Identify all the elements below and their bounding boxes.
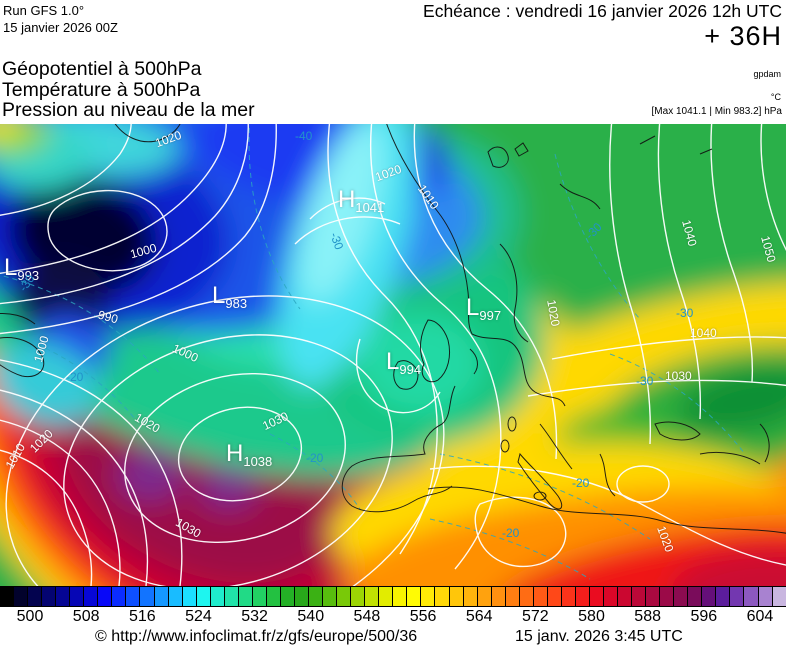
colorbar-cell bbox=[758, 587, 773, 606]
temperature-contours bbox=[0, 124, 746, 580]
colorbar-cell bbox=[0, 587, 15, 606]
colorbar-tick: 596 bbox=[690, 608, 718, 625]
colorbar-tick: 532 bbox=[241, 608, 268, 625]
colorbar-cell bbox=[196, 587, 211, 606]
colorbar-cell bbox=[252, 587, 267, 606]
map-canvas bbox=[0, 124, 786, 586]
colorbar-cell bbox=[449, 587, 464, 606]
colorbar-cell bbox=[98, 587, 113, 606]
colorbar-tick: 588 bbox=[634, 608, 661, 625]
colorbar-cell bbox=[716, 587, 731, 606]
map-area: L993 L983 H1041 L997 L994 H1038 1020 1000 990 102… bbox=[0, 124, 786, 586]
colorbar-cell bbox=[660, 587, 675, 606]
colorbar-cell bbox=[154, 587, 169, 606]
colorbar-tick: 564 bbox=[465, 608, 493, 625]
run-info: Run GFS 1.0° 15 janvier 2026 00Z bbox=[3, 2, 118, 36]
colorbar-cell bbox=[477, 587, 492, 606]
colorbar-tick: 508 bbox=[72, 608, 100, 625]
colorbar-cell bbox=[772, 587, 786, 606]
colorbar-cell bbox=[407, 587, 422, 606]
colorbar-cell bbox=[351, 587, 366, 606]
colorbar-cell bbox=[547, 587, 562, 606]
unit-celsius: °C bbox=[770, 92, 781, 102]
param-geopotential: Géopotentiel à 500hPa bbox=[2, 58, 202, 80]
parameter-list: Géopotentiel à 500hPa Température à 500h… bbox=[2, 59, 255, 121]
colorbar-cell bbox=[589, 587, 605, 606]
colorbar-cell bbox=[182, 587, 197, 606]
param-pressure: Pression au niveau de la mer bbox=[2, 99, 255, 121]
colorbar-cell bbox=[238, 587, 253, 606]
pressure-minmax: [Max 1041.1 | Min 983.2] hPa bbox=[651, 106, 782, 117]
run-date: 15 janvier 2026 00Z bbox=[3, 20, 118, 35]
colorbar-tick: 556 bbox=[409, 608, 437, 625]
colorbar-cell bbox=[688, 587, 703, 606]
colorbar-cell bbox=[168, 587, 183, 606]
colorbar-cell bbox=[505, 587, 520, 606]
colorbar-cell bbox=[140, 587, 155, 606]
colorbar-cell bbox=[323, 587, 338, 606]
colorbar-tick: 524 bbox=[185, 608, 212, 625]
footer: © http://www.infoclimat.fr/z/gfs/europe/… bbox=[0, 626, 786, 648]
valid-time: Echéance : vendredi 16 janvier 2026 12h … bbox=[423, 1, 782, 21]
colorbar-cell bbox=[294, 587, 310, 606]
colorbar-cell bbox=[491, 587, 506, 606]
colorbar-cell bbox=[646, 587, 661, 606]
colorbar-cell bbox=[42, 587, 57, 606]
colorbar-cell bbox=[730, 587, 745, 606]
colorbar-tick: 516 bbox=[128, 608, 156, 625]
colorbar bbox=[0, 586, 786, 607]
unit-gpdam: gpdam bbox=[753, 69, 781, 79]
temperature-field bbox=[0, 124, 786, 586]
colorbar-ticks: 500 508 516 524 532 540 548 556 564 572 580 588 596 6… bbox=[0, 607, 786, 626]
colorbar-cell bbox=[519, 587, 534, 606]
colorbar-tick: 572 bbox=[521, 608, 549, 625]
colorbar-cell bbox=[224, 587, 239, 606]
colorbar-cell bbox=[309, 587, 324, 606]
colorbar-cell bbox=[632, 587, 647, 606]
lead-time: + 36H bbox=[704, 21, 782, 51]
colorbar-tick: 548 bbox=[353, 608, 381, 625]
colorbar-cell bbox=[604, 587, 619, 606]
colorbar-cell bbox=[533, 587, 548, 606]
colorbar-cell bbox=[618, 587, 633, 606]
header: Run GFS 1.0° 15 janvier 2026 00Z Echéance… bbox=[0, 0, 786, 124]
colorbar-tick: 540 bbox=[297, 608, 325, 625]
colorbar-cell bbox=[266, 587, 281, 606]
colorbar-cell bbox=[14, 587, 29, 606]
coastlines bbox=[0, 124, 786, 534]
colorbar-cell bbox=[337, 587, 352, 606]
colorbar-cell bbox=[365, 587, 380, 606]
param-temperature: Température à 500hPa bbox=[2, 78, 201, 101]
colorbar-cell bbox=[56, 587, 71, 606]
colorbar-cell bbox=[28, 587, 43, 606]
colorbar-cell bbox=[210, 587, 225, 606]
generation-datetime: 15 janv. 2026 3:45 UTC bbox=[515, 628, 683, 645]
colorbar-cell bbox=[702, 587, 717, 606]
colorbar-cell bbox=[561, 587, 576, 606]
pressure-contours bbox=[0, 124, 786, 586]
colorbar-cell bbox=[463, 587, 478, 606]
colorbar-cell bbox=[280, 587, 295, 606]
colorbar-cell bbox=[421, 587, 436, 606]
colorbar-cell bbox=[575, 587, 590, 606]
colorbar-cell bbox=[84, 587, 99, 606]
copyright-url: © http://www.infoclimat.fr/z/gfs/europe/… bbox=[95, 628, 418, 645]
colorbar-cell bbox=[379, 587, 394, 606]
colorbar-tick: 500 bbox=[16, 608, 44, 625]
run-model: Run GFS 1.0° bbox=[3, 3, 85, 18]
colorbar-cell bbox=[674, 587, 689, 606]
colorbar-cell bbox=[70, 587, 85, 606]
colorbar-tick: 580 bbox=[578, 608, 605, 625]
colorbar-tick: 604 bbox=[746, 608, 774, 625]
colorbar-cell bbox=[393, 587, 408, 606]
colorbar-cell bbox=[126, 587, 141, 606]
colorbar-cell bbox=[435, 587, 450, 606]
colorbar-cell bbox=[112, 587, 127, 606]
colorbar-cell bbox=[744, 587, 759, 606]
